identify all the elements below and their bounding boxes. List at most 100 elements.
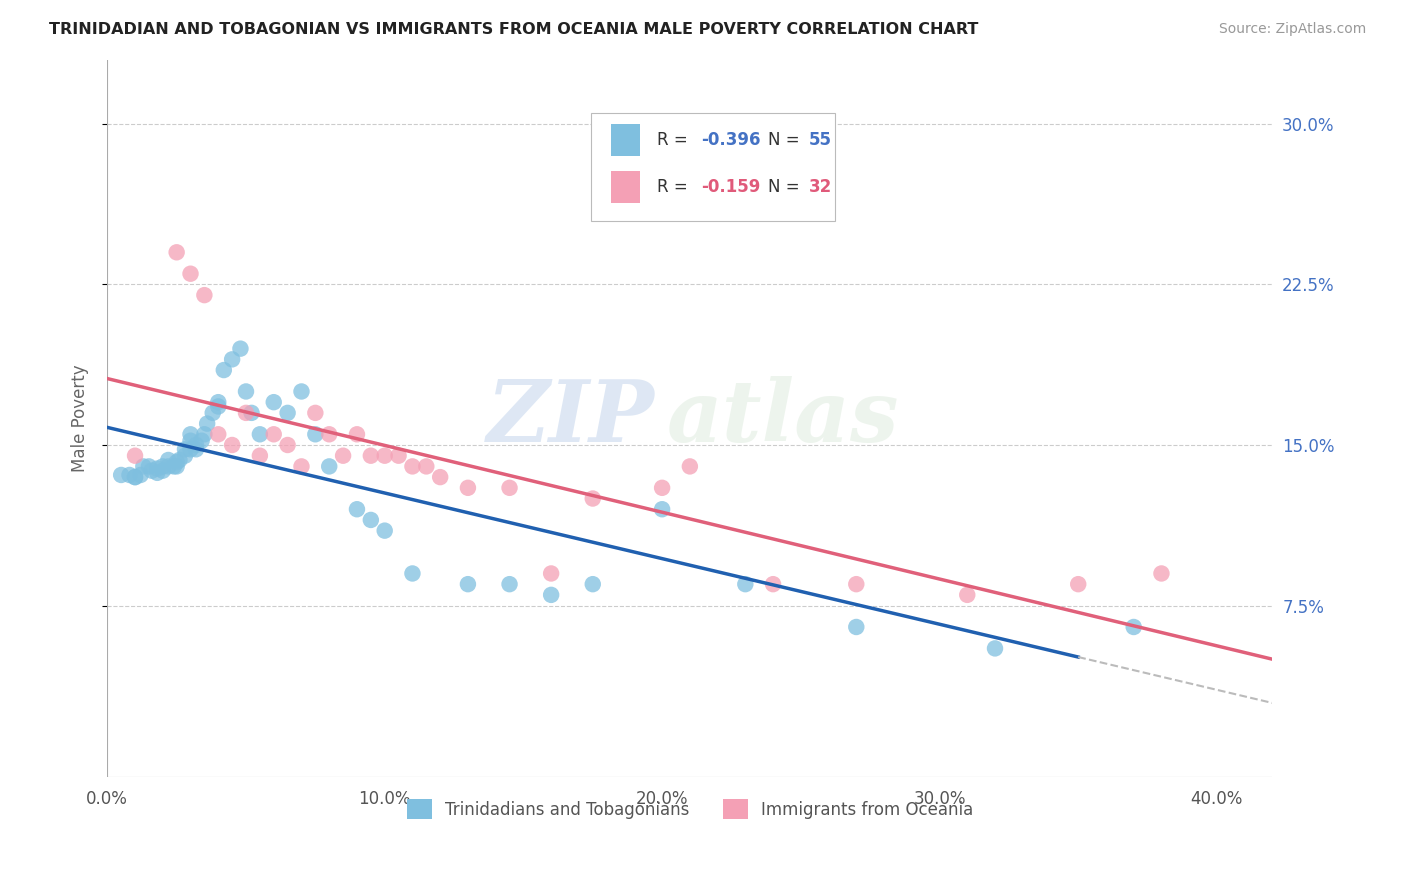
Point — [290, 459, 312, 474]
Point — [221, 438, 243, 452]
Point — [118, 467, 141, 482]
Point — [193, 427, 215, 442]
Text: -0.159: -0.159 — [702, 178, 761, 196]
Point — [180, 267, 202, 281]
Point — [132, 459, 155, 474]
Point — [201, 406, 224, 420]
Point — [984, 641, 1007, 656]
Point — [1122, 620, 1144, 634]
Point — [429, 470, 451, 484]
Point — [956, 588, 979, 602]
Point — [163, 459, 186, 474]
Point — [540, 588, 562, 602]
Point — [146, 466, 169, 480]
Point — [124, 449, 146, 463]
Text: atlas: atlas — [666, 376, 898, 460]
Point — [193, 288, 215, 302]
Point — [457, 481, 479, 495]
Point — [207, 400, 229, 414]
Point — [207, 427, 229, 442]
Point — [166, 459, 188, 474]
Point — [190, 434, 212, 448]
Point — [157, 453, 180, 467]
Text: -0.396: -0.396 — [702, 131, 761, 149]
Point — [360, 513, 382, 527]
Point — [212, 363, 235, 377]
Point — [332, 449, 354, 463]
Point — [180, 427, 202, 442]
Point — [651, 481, 673, 495]
Point — [207, 395, 229, 409]
Point — [129, 467, 152, 482]
Point — [169, 453, 191, 467]
Point — [845, 620, 868, 634]
Point — [221, 352, 243, 367]
Point — [540, 566, 562, 581]
Point — [229, 342, 252, 356]
Point — [263, 395, 285, 409]
Text: Source: ZipAtlas.com: Source: ZipAtlas.com — [1219, 22, 1367, 37]
Text: ZIP: ZIP — [486, 376, 655, 460]
FancyBboxPatch shape — [610, 170, 640, 203]
Point — [457, 577, 479, 591]
Point — [346, 427, 368, 442]
Point — [277, 406, 299, 420]
Point — [124, 470, 146, 484]
Point — [346, 502, 368, 516]
Point — [498, 577, 520, 591]
Point — [180, 442, 202, 457]
Text: R =: R = — [657, 131, 693, 149]
FancyBboxPatch shape — [610, 124, 640, 156]
Point — [184, 438, 207, 452]
Point — [318, 427, 340, 442]
Text: 32: 32 — [808, 178, 832, 196]
Text: N =: N = — [768, 131, 804, 149]
Point — [249, 449, 271, 463]
Point — [184, 442, 207, 457]
Point — [290, 384, 312, 399]
Point — [360, 449, 382, 463]
Point — [582, 577, 605, 591]
Point — [1067, 577, 1090, 591]
Point — [240, 406, 263, 420]
Point — [235, 384, 257, 399]
Point — [304, 427, 326, 442]
Point — [387, 449, 409, 463]
Point — [582, 491, 605, 506]
Point — [374, 524, 396, 538]
Text: TRINIDADIAN AND TOBAGONIAN VS IMMIGRANTS FROM OCEANIA MALE POVERTY CORRELATION C: TRINIDADIAN AND TOBAGONIAN VS IMMIGRANTS… — [49, 22, 979, 37]
Point — [146, 461, 169, 475]
Point — [110, 467, 132, 482]
Point — [157, 459, 180, 474]
Point — [195, 417, 218, 431]
Text: 55: 55 — [808, 131, 832, 149]
Point — [845, 577, 868, 591]
Point — [734, 577, 756, 591]
Point — [174, 442, 197, 457]
Point — [304, 406, 326, 420]
Point — [651, 502, 673, 516]
Point — [679, 459, 702, 474]
Point — [498, 481, 520, 495]
Point — [180, 434, 202, 448]
Point — [401, 566, 423, 581]
Point — [415, 459, 437, 474]
Point — [277, 438, 299, 452]
Point — [263, 427, 285, 442]
Y-axis label: Male Poverty: Male Poverty — [72, 365, 89, 472]
Point — [141, 464, 163, 478]
Point — [374, 449, 396, 463]
Legend: Trinidadians and Tobagonians, Immigrants from Oceania: Trinidadians and Tobagonians, Immigrants… — [399, 792, 980, 826]
Point — [124, 470, 146, 484]
Point — [1150, 566, 1173, 581]
Point — [174, 449, 197, 463]
Point — [138, 459, 160, 474]
Point — [401, 459, 423, 474]
Point — [152, 464, 174, 478]
Point — [249, 427, 271, 442]
Point — [152, 459, 174, 474]
Point — [166, 455, 188, 469]
Text: N =: N = — [768, 178, 804, 196]
Point — [166, 245, 188, 260]
Text: R =: R = — [657, 178, 693, 196]
